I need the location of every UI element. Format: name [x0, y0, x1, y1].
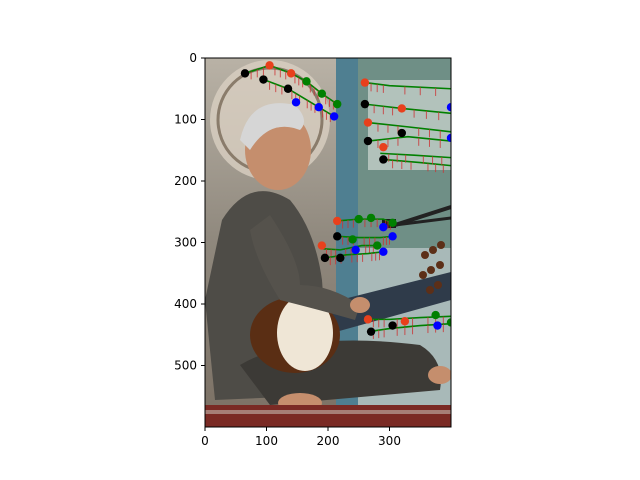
- keypoint-overlay: [240, 61, 451, 339]
- keypoint-marker-black: [259, 75, 268, 84]
- y-tick-label: 200: [174, 174, 197, 188]
- keypoint-marker-blue: [446, 133, 451, 143]
- keypoint-marker-red: [333, 216, 342, 226]
- x-axis-ticks: 0 100 200 300: [201, 427, 401, 448]
- keypoint-marker-green: [333, 99, 342, 109]
- keypoint-link-line: [383, 158, 451, 167]
- y-axis-ticks: 0 100 200 300 400 500: [174, 51, 205, 373]
- keypoint-link-line: [364, 81, 451, 90]
- y-tick-label: 0: [189, 51, 197, 65]
- keypoint-marker-blue: [433, 321, 442, 330]
- keypoint-marker-blue: [446, 103, 451, 112]
- keypoint-link-line: [367, 135, 451, 142]
- keypoint-marker-black: [366, 327, 376, 336]
- keypoint-marker-green: [317, 89, 327, 98]
- keypoint-marker-green: [373, 241, 382, 250]
- keypoint-marker-blue: [351, 245, 360, 255]
- keypoint-marker-red: [363, 315, 373, 324]
- keypoint-marker-black: [320, 253, 330, 263]
- keypoint-marker-red: [317, 241, 327, 250]
- keypoint-marker-blue: [314, 103, 323, 112]
- keypoint-marker-red: [397, 104, 406, 113]
- keypoint-marker-red: [363, 118, 373, 127]
- x-tick-label: 0: [201, 434, 209, 448]
- keypoint-marker-red: [286, 69, 296, 78]
- keypoint-marker-blue: [291, 98, 301, 107]
- keypoint-marker-black: [388, 321, 397, 330]
- keypoint-marker-black: [397, 128, 406, 138]
- keypoint-marker-green: [366, 213, 376, 223]
- keypoint-marker-green: [431, 310, 440, 320]
- keypoint-link-line: [380, 152, 451, 159]
- y-tick-label: 400: [174, 297, 197, 311]
- keypoint-marker-green: [348, 235, 357, 244]
- keypoint-marker-red: [400, 317, 410, 326]
- keypoint-marker-black: [240, 69, 250, 78]
- keypoint-marker-green: [354, 214, 363, 224]
- keypoint-marker-black: [379, 155, 388, 164]
- keypoint-marker-red: [379, 142, 388, 152]
- keypoint-link-line: [367, 121, 451, 133]
- keypoint-marker-black: [336, 253, 345, 263]
- keypoint-marker-red: [265, 61, 274, 70]
- y-tick-label: 100: [174, 113, 197, 127]
- y-tick-label: 300: [174, 236, 197, 250]
- keypoint-marker-green: [302, 77, 311, 86]
- x-tick-label: 300: [378, 434, 401, 448]
- keypoint-marker-green: [388, 218, 397, 228]
- keypoint-marker-green: [446, 318, 451, 327]
- keypoint-marker-blue: [388, 232, 397, 241]
- keypoint-marker-black: [360, 99, 370, 109]
- keypoint-marker-red: [360, 78, 370, 87]
- keypoint-marker-black: [333, 232, 342, 241]
- keypoint-marker-blue: [329, 112, 339, 121]
- x-tick-label: 100: [255, 434, 278, 448]
- keypoint-marker-blue: [379, 247, 388, 256]
- keypoint-marker-black: [363, 136, 373, 146]
- keypoint-marker-blue: [379, 222, 388, 232]
- x-tick-label: 200: [317, 434, 340, 448]
- keypoint-marker-black: [283, 84, 293, 93]
- y-tick-label: 500: [174, 359, 197, 373]
- keypoint-link-line: [263, 78, 335, 118]
